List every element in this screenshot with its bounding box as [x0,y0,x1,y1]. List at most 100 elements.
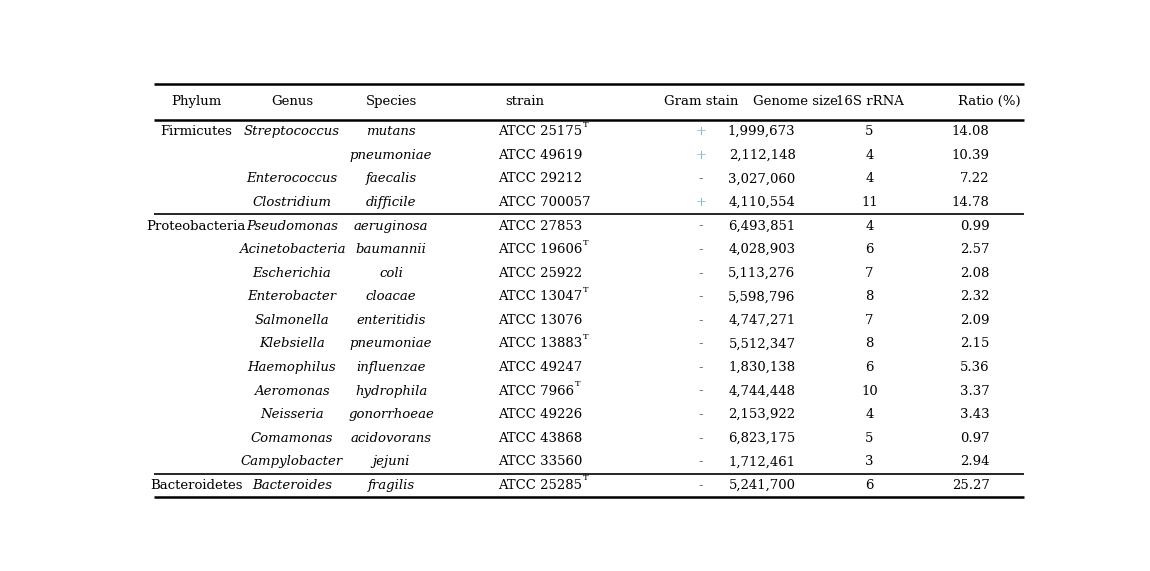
Text: ATCC 700057: ATCC 700057 [498,196,591,209]
Text: 2.94: 2.94 [960,455,989,468]
Text: -: - [698,337,703,351]
Text: 5,598,796: 5,598,796 [728,290,796,303]
Text: ATCC 33560: ATCC 33560 [498,455,582,468]
Text: pneumoniae: pneumoniae [350,337,432,351]
Text: 4,028,903: 4,028,903 [728,243,796,256]
Text: -: - [698,361,703,374]
Text: 5,241,700: 5,241,700 [729,479,796,492]
Text: 7: 7 [865,314,874,327]
Text: 6,823,175: 6,823,175 [728,432,796,445]
Text: Firmicutes: Firmicutes [160,125,232,138]
Text: 4,747,271: 4,747,271 [728,314,796,327]
Text: Genome size: Genome size [753,95,838,108]
Text: Escherichia: Escherichia [253,267,331,280]
Text: 16S rRNA: 16S rRNA [836,95,904,108]
Text: -: - [698,385,703,397]
Text: 11: 11 [861,196,877,209]
Text: Species: Species [366,95,416,108]
Text: -: - [698,408,703,421]
Text: T: T [583,286,589,293]
Text: 25.27: 25.27 [952,479,989,492]
Text: 10: 10 [861,385,877,397]
Text: Enterococcus: Enterococcus [246,172,337,186]
Text: faecalis: faecalis [366,172,416,186]
Text: 5: 5 [865,432,874,445]
Text: Acinetobacteria: Acinetobacteria [239,243,345,256]
Text: Neisseria: Neisseria [260,408,323,421]
Text: ATCC 27853: ATCC 27853 [498,220,582,232]
Text: jejuni: jejuni [373,455,409,468]
Text: 14.08: 14.08 [952,125,989,138]
Text: 5,113,276: 5,113,276 [728,267,796,280]
Text: -: - [698,432,703,445]
Text: pneumoniae: pneumoniae [350,149,432,162]
Text: difficile: difficile [366,196,416,209]
Text: 7.22: 7.22 [960,172,989,186]
Text: 3.37: 3.37 [960,385,989,397]
Text: cloacae: cloacae [366,290,416,303]
Text: 3.43: 3.43 [960,408,989,421]
Text: strain: strain [505,95,544,108]
Text: -: - [698,479,703,492]
Text: 4: 4 [865,408,874,421]
Text: ATCC 25922: ATCC 25922 [498,267,582,280]
Text: mutans: mutans [366,125,416,138]
Text: +: + [696,196,706,209]
Text: gonorrhoeae: gonorrhoeae [348,408,434,421]
Text: -: - [698,290,703,303]
Text: 4,744,448: 4,744,448 [729,385,796,397]
Text: 6: 6 [865,243,874,256]
Text: T: T [583,120,589,128]
Text: 2.57: 2.57 [960,243,989,256]
Text: 7: 7 [865,267,874,280]
Text: ATCC 43868: ATCC 43868 [498,432,582,445]
Text: ATCC 13076: ATCC 13076 [498,314,582,327]
Text: 10.39: 10.39 [951,149,989,162]
Text: ATCC 7966: ATCC 7966 [498,385,574,397]
Text: 2.08: 2.08 [960,267,989,280]
Text: 14.78: 14.78 [952,196,989,209]
Text: 4: 4 [865,220,874,232]
Text: 6,493,851: 6,493,851 [728,220,796,232]
Text: -: - [698,314,703,327]
Text: -: - [698,455,703,468]
Text: ATCC 29212: ATCC 29212 [498,172,582,186]
Text: acidovorans: acidovorans [351,432,431,445]
Text: ATCC 49247: ATCC 49247 [498,361,582,374]
Text: aeruginosa: aeruginosa [354,220,428,232]
Text: 4,110,554: 4,110,554 [729,196,796,209]
Text: -: - [698,267,703,280]
Text: influenzae: influenzae [356,361,426,374]
Text: Pseudomonas: Pseudomonas [246,220,338,232]
Text: ATCC 19606: ATCC 19606 [498,243,582,256]
Text: Bacteroides: Bacteroides [252,479,332,492]
Text: 2.32: 2.32 [960,290,989,303]
Text: 4: 4 [865,172,874,186]
Text: Klebsiella: Klebsiella [259,337,324,351]
Text: Gram stain: Gram stain [664,95,738,108]
Text: ATCC 49226: ATCC 49226 [498,408,582,421]
Text: 5: 5 [865,125,874,138]
Text: Ratio (%): Ratio (%) [958,95,1021,108]
Text: Campylobacter: Campylobacter [240,455,343,468]
Text: T: T [575,380,581,388]
Text: 8: 8 [865,290,874,303]
Text: 5.36: 5.36 [960,361,989,374]
Text: 1,999,673: 1,999,673 [728,125,796,138]
Text: ATCC 13047: ATCC 13047 [498,290,582,303]
Text: Clostridium: Clostridium [252,196,331,209]
Text: 2,112,148: 2,112,148 [729,149,796,162]
Text: Enterobacter: Enterobacter [247,290,337,303]
Text: +: + [696,125,706,138]
Text: Streptococcus: Streptococcus [244,125,340,138]
Text: 4: 4 [865,149,874,162]
Text: Haemophilus: Haemophilus [247,361,336,374]
Text: ATCC 25285: ATCC 25285 [498,479,582,492]
Text: 8: 8 [865,337,874,351]
Text: Aeromonas: Aeromonas [254,385,330,397]
Text: baumannii: baumannii [355,243,427,256]
Text: Bacteroidetes: Bacteroidetes [150,479,243,492]
Text: Salmonella: Salmonella [254,314,329,327]
Text: +: + [696,149,706,162]
Text: 6: 6 [865,479,874,492]
